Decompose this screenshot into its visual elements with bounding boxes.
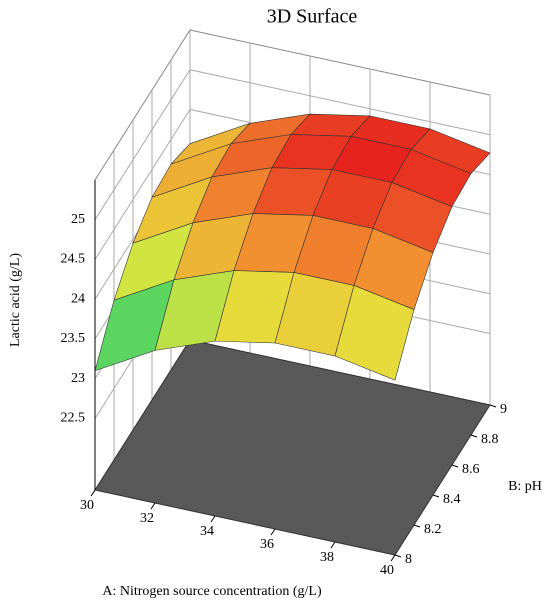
- y-tick-label: 9: [500, 402, 507, 417]
- z-tick-label: 22.5: [61, 411, 86, 426]
- y-tick-label: 8.2: [424, 522, 442, 537]
- x-tick-label: 36: [260, 537, 274, 552]
- x-tick: [270, 528, 276, 536]
- z-tick-label: 24: [71, 291, 85, 306]
- x-tick: [210, 515, 216, 523]
- x-tick: [390, 554, 396, 562]
- y-tick-label: 8.6: [462, 462, 480, 477]
- surface-cell: [334, 285, 415, 381]
- x-tick: [90, 489, 96, 497]
- y-tick: [432, 494, 440, 498]
- y-tick: [394, 554, 402, 558]
- y-tick: [489, 404, 497, 408]
- x-tick-label: 40: [380, 563, 394, 578]
- chart-title: 3D Surface: [267, 6, 358, 28]
- x-tick-label: 38: [320, 550, 334, 565]
- y-tick-label: 8.8: [481, 432, 499, 447]
- y-tick: [451, 464, 459, 468]
- x-tick: [150, 502, 156, 510]
- y-tick-label: 8.4: [443, 492, 461, 507]
- grid-line: [94, 69, 491, 221]
- y-tick-label: 8: [405, 552, 412, 567]
- z-tick-label: 24.5: [61, 252, 86, 267]
- x-tick-label: 34: [200, 524, 214, 539]
- x-tick: [330, 541, 336, 549]
- x-tick-label: 30: [80, 498, 94, 513]
- z-axis-label: Lactic acid (g/L): [8, 253, 23, 347]
- z-tick-label: 23.5: [61, 331, 86, 346]
- x-axis-label: A: Nitrogen source concentration (g/L): [102, 584, 322, 599]
- x-tick-label: 32: [140, 511, 154, 526]
- y-tick: [413, 524, 421, 528]
- y-tick: [470, 434, 478, 438]
- z-tick-label: 25: [71, 212, 85, 227]
- y-axis-label: B: pH: [508, 479, 542, 494]
- z-tick-label: 23: [71, 371, 85, 386]
